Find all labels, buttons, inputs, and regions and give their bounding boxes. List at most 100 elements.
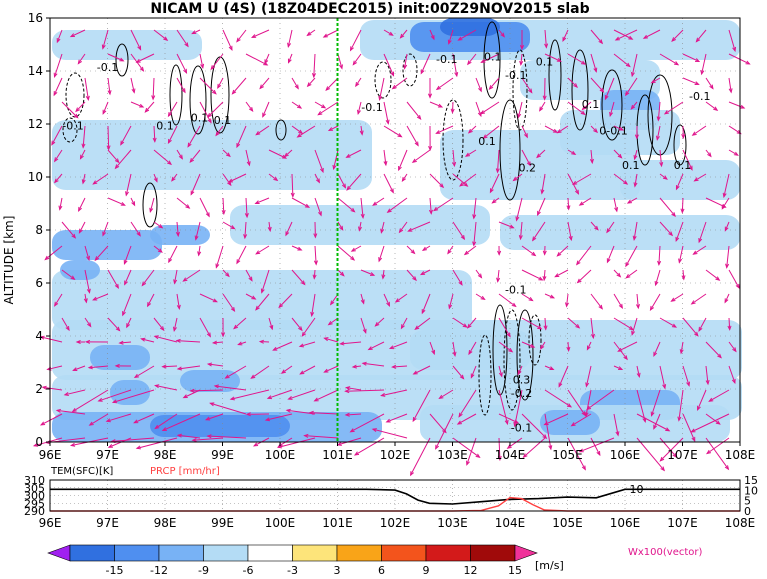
y-tick-label: 6 <box>35 276 43 290</box>
colorbar-swatch <box>248 545 293 561</box>
bottom-x-tick-label: 96E <box>39 516 62 530</box>
x-axis: 96E 97E 98E 99E 100E 101E 102E 103E 104E 105E 106E… <box>39 442 756 462</box>
colorbar-swatch <box>515 545 537 561</box>
colorbar-label: -6 <box>243 564 254 575</box>
colorbar-label: 12 <box>464 564 478 575</box>
contour-label: 0.1 <box>536 56 554 69</box>
colorbar-label: -15 <box>106 564 124 575</box>
colorbar-label: 6 <box>378 564 385 575</box>
colorbar-label: 3 <box>334 564 341 575</box>
shade-patch <box>60 260 100 280</box>
contour-label: -0.2 <box>511 387 532 400</box>
y-axis-label: ALTITUDE [km] <box>2 216 16 305</box>
colorbar-swatch <box>382 545 427 561</box>
y-axis: 0 2 4 6 8 10 12 14 16 <box>28 11 50 449</box>
x-tick-label: 102E <box>380 448 411 462</box>
contour-label: 0-0.1 <box>599 125 627 138</box>
colorbar-label: -3 <box>287 564 298 575</box>
contour-label: -0.1 <box>505 69 526 82</box>
bottom-x-tick-label: 105E <box>552 516 583 530</box>
colorbar-swatch <box>48 545 70 561</box>
x-tick-label: 99E <box>211 448 234 462</box>
x-tick-label: 106E <box>610 448 641 462</box>
vector-label: Wx100(vector) <box>628 547 703 558</box>
contour-label: 0.1 <box>478 135 496 148</box>
colorbar-swatch <box>204 545 249 561</box>
temperature-label: TEM(SFC)[K] <box>50 466 113 477</box>
contour-label: 0.1 <box>484 50 502 63</box>
x-tick-label: 103E <box>437 448 468 462</box>
contour-label: -0.1 <box>361 101 382 114</box>
wind-vector <box>108 126 109 149</box>
bottom-annotation: 10 <box>630 483 644 496</box>
colorbar-label: -9 <box>198 564 209 575</box>
shade-patch <box>440 130 640 200</box>
y-tick-label: 16 <box>28 11 43 25</box>
x-tick-label: 104E <box>495 448 526 462</box>
x-tick-label: 107E <box>667 448 698 462</box>
colorbar-swatch <box>159 545 204 561</box>
bottom-panel: 10 TEM(SFC)[K] PRCP [mm/hr] 310305300295… <box>24 466 758 530</box>
contour-label: 0.1 <box>674 159 692 172</box>
y-tick-label: 12 <box>28 117 43 131</box>
x-tick-label: 105E <box>552 448 583 462</box>
colorbar-unit: [m/s] <box>535 559 564 572</box>
x-tick-label: 96E <box>39 448 62 462</box>
shade-patch <box>500 215 740 250</box>
colorbar-swatch <box>337 545 382 561</box>
colorbar-swatch <box>426 545 471 561</box>
bottom-x-tick-label: 104E <box>495 516 526 530</box>
colorbar: -15 -12 -9 -6 -3 3 6 9 12 15 <box>48 545 537 575</box>
contour-label: -0.1 <box>689 90 710 103</box>
bottom-x-tick-label: 100E <box>265 516 296 530</box>
shade-patch <box>52 230 162 260</box>
bottom-x-tick-label: 102E <box>380 516 411 530</box>
contour-label: 0.1 <box>214 114 232 127</box>
contour-label: 0.3 <box>513 374 531 387</box>
colorbar-swatch <box>70 545 115 561</box>
y-tick-label: 10 <box>28 170 43 184</box>
bottom-x-tick-label: 103E <box>437 516 468 530</box>
shade-patch <box>150 225 210 245</box>
y-tick-label: 4 <box>35 329 43 343</box>
y-tick-label: 8 <box>35 223 43 237</box>
contour-label: 0.1 <box>191 111 209 124</box>
wind-vector <box>637 438 664 470</box>
bottom-x-tick-label: 98E <box>154 516 177 530</box>
contour-label: -0.1 <box>436 53 457 66</box>
y-tick-label: 0 <box>35 435 43 449</box>
bottom-x-tick-label: 106E <box>610 516 641 530</box>
contour-label: 0.1 <box>622 159 640 172</box>
x-tick-label: 108E <box>725 448 756 462</box>
contour-label: 0.2 <box>519 162 537 175</box>
wind-vector <box>411 438 430 475</box>
contour-label: 0.1 <box>582 98 600 111</box>
bottom-x-tick-label: 107E <box>667 516 698 530</box>
y-tick-label: 14 <box>28 64 43 78</box>
x-tick-label: 100E <box>265 448 296 462</box>
chart-title: NICAM U (4S) (18Z04DEC2015) init:00Z29NO… <box>150 1 589 17</box>
bottom-x-tick-label: 97E <box>96 516 119 530</box>
colorbar-swatch <box>293 545 338 561</box>
contour-label: 0.1 <box>156 119 174 132</box>
colorbar-label: 15 <box>508 564 522 575</box>
y-tick-label: 2 <box>35 382 43 396</box>
bottom-x-tick-label: 108E <box>725 516 756 530</box>
bottom-x-tick-label: 99E <box>211 516 234 530</box>
colorbar-swatch <box>115 545 160 561</box>
x-tick-label: 98E <box>154 448 177 462</box>
contour-label: -0.1 <box>511 421 532 434</box>
contour-label: -0.1 <box>97 61 118 74</box>
colorbar-label: -12 <box>150 564 168 575</box>
colorbar-label: 9 <box>423 564 430 575</box>
contour-label: -0.1 <box>505 284 526 297</box>
precip-label: PRCP [mm/hr] <box>150 466 220 477</box>
colorbar-swatch <box>471 545 516 561</box>
x-tick-label: 97E <box>96 448 119 462</box>
x-tick-label: 101E <box>322 448 353 462</box>
bottom-x-tick-label: 101E <box>322 516 353 530</box>
contour-label: -0.1 <box>62 119 83 132</box>
